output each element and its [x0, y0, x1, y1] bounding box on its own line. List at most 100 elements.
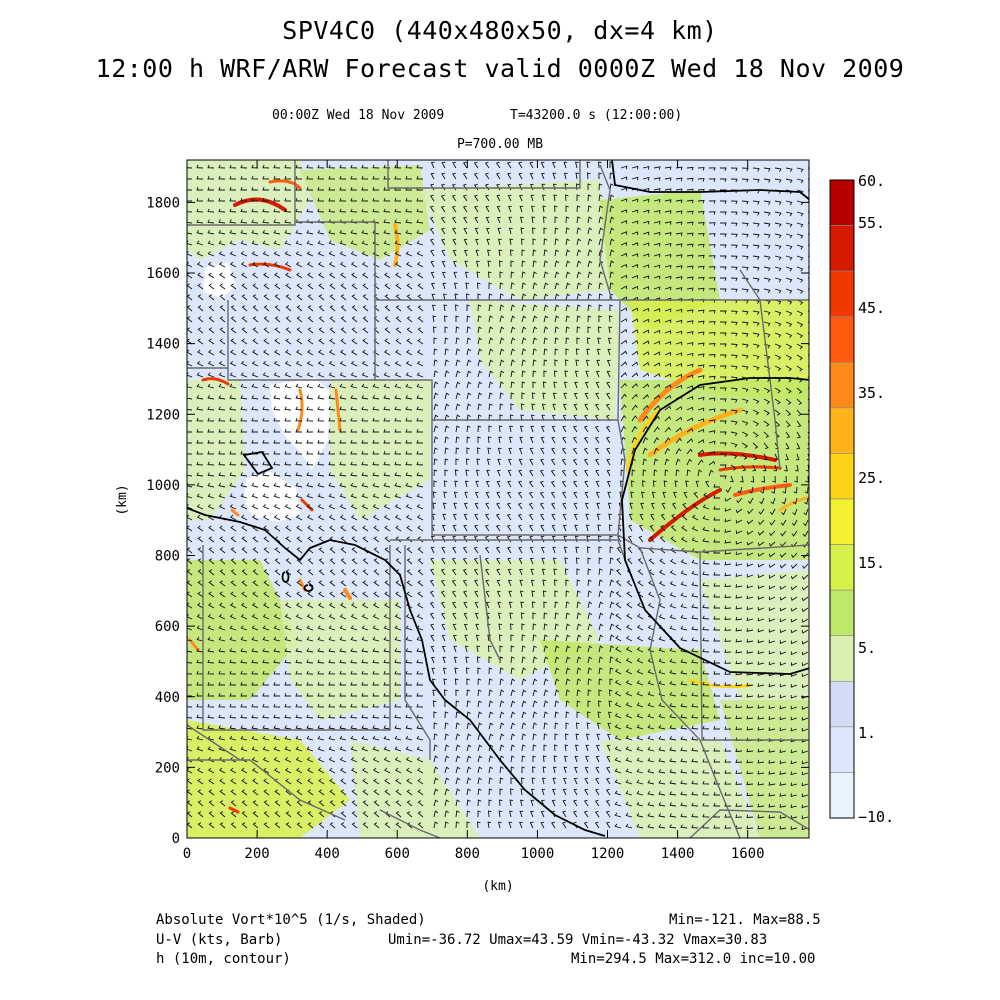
wind-barb	[686, 210, 694, 215]
green-area	[187, 160, 310, 260]
wind-barb	[475, 249, 480, 257]
wind-barb	[339, 504, 347, 510]
wind-barb	[785, 321, 793, 327]
wind-barb	[609, 227, 615, 235]
wind-barb	[675, 221, 683, 225]
wind-barb	[350, 229, 358, 235]
wind-barb	[328, 197, 336, 202]
wind-barb	[636, 735, 644, 741]
wind-barb	[763, 167, 771, 172]
wind-barb	[452, 227, 457, 235]
wind-barb	[295, 692, 302, 697]
wind-barb	[464, 645, 469, 653]
wind-barb	[284, 648, 292, 653]
wind-barb	[465, 282, 470, 290]
wind-barb	[625, 779, 633, 785]
wind-barb	[499, 304, 504, 312]
wind-barb	[187, 767, 193, 774]
wind-barb	[430, 557, 435, 565]
wind-barb	[405, 372, 413, 378]
wind-barb	[383, 613, 391, 620]
wind-barb	[518, 161, 523, 169]
wind-barb	[752, 398, 760, 404]
wind-barb	[598, 667, 603, 675]
wind-barb	[306, 450, 314, 455]
wind-barb	[553, 205, 558, 213]
wind-barb	[735, 616, 743, 621]
wind-barb	[240, 406, 248, 411]
wind-barb	[551, 414, 556, 422]
wind-barb	[758, 519, 765, 526]
wind-barb	[647, 691, 655, 697]
wind-barb	[296, 294, 303, 301]
wind-barb	[768, 749, 776, 753]
wind-barb	[455, 348, 460, 356]
wind-barb	[433, 799, 439, 807]
wind-barb	[339, 703, 347, 708]
wind-barb	[746, 792, 754, 797]
wind-barb	[295, 757, 303, 763]
wind-barb	[339, 461, 347, 466]
wind-barb	[510, 755, 515, 763]
wind-barb	[768, 782, 776, 786]
wind-barb	[207, 692, 214, 697]
wind-barb	[373, 338, 380, 345]
wind-barb	[770, 497, 776, 505]
wind-barb	[554, 678, 560, 686]
wind-barb	[406, 558, 413, 565]
wind-barb	[317, 625, 325, 631]
wind-barb	[273, 450, 281, 455]
wind-barb	[430, 645, 435, 653]
wind-barb	[416, 493, 424, 499]
wind-barb	[801, 826, 809, 831]
colorbar-bin	[829, 316, 855, 363]
wind-barb	[384, 767, 391, 774]
wind-barb	[628, 524, 633, 532]
wind-barb	[328, 681, 335, 686]
wind-barb	[790, 662, 798, 666]
wind-barb	[529, 821, 534, 829]
wind-barb	[631, 361, 639, 367]
wind-barb	[340, 811, 347, 818]
wind-barb	[443, 689, 448, 697]
wind-barb	[587, 238, 593, 246]
wind-barb	[785, 420, 791, 428]
wind-barb	[384, 569, 391, 576]
wind-barb	[768, 716, 776, 720]
wind-barb	[373, 789, 380, 796]
wind-barb	[642, 286, 650, 290]
colorbar-label: 5.	[858, 639, 876, 657]
wind-barb	[207, 472, 215, 477]
wind-barb	[187, 659, 193, 664]
wind-barb	[551, 821, 556, 829]
wind-barb	[466, 766, 472, 774]
wind-barb	[263, 283, 270, 290]
wind-barb	[779, 574, 787, 580]
wind-barb	[553, 370, 558, 378]
wind-barb	[230, 327, 237, 334]
wind-barb	[653, 415, 660, 422]
wind-barb	[680, 824, 688, 829]
wind-barb	[594, 799, 600, 807]
wind-barb	[350, 461, 358, 466]
wind-barb	[230, 349, 237, 356]
wind-barb	[686, 352, 694, 357]
wind-barb	[631, 264, 639, 268]
wind-barb	[499, 711, 505, 719]
wind-barb	[207, 725, 215, 730]
wind-barb	[219, 580, 226, 587]
state-borders	[187, 160, 809, 838]
wind-barb	[587, 568, 592, 576]
wind-barb	[532, 711, 538, 719]
wind-barb	[318, 536, 325, 543]
wind-barb	[328, 493, 336, 499]
wind-barb	[405, 395, 413, 400]
wind-barb	[606, 766, 611, 774]
wind-barb	[730, 266, 738, 271]
wind-barb	[187, 504, 193, 510]
wind-barb	[230, 569, 237, 576]
wind-barb	[741, 266, 749, 271]
wind-barb	[488, 777, 493, 785]
wind-barb	[796, 233, 804, 239]
wind-barb	[670, 525, 677, 532]
